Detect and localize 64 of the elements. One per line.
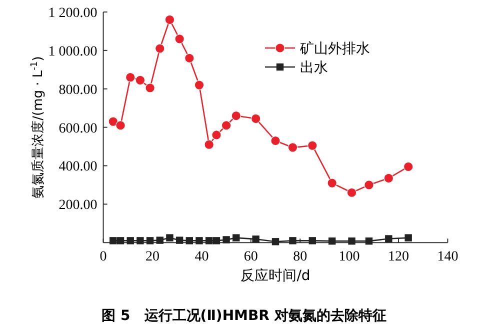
point <box>250 114 261 124</box>
point <box>196 237 203 244</box>
point <box>116 120 126 130</box>
point <box>403 162 414 172</box>
y-tick-label: 400.00 <box>58 160 98 175</box>
point <box>136 237 144 244</box>
point <box>231 110 242 121</box>
point <box>176 236 184 244</box>
point <box>205 237 213 244</box>
x-tick-label: 100 <box>338 250 360 265</box>
point <box>108 116 118 126</box>
point <box>308 140 318 150</box>
point <box>364 180 374 190</box>
point <box>272 238 280 246</box>
point <box>328 237 336 245</box>
point <box>156 236 164 244</box>
point <box>204 140 214 150</box>
point <box>222 236 230 244</box>
point <box>184 53 194 64</box>
x-tick-label: 0 <box>100 250 107 265</box>
point <box>166 234 174 242</box>
point <box>308 237 316 244</box>
x-tick-label: 140 <box>437 250 458 265</box>
point <box>385 235 392 242</box>
legend-label: 出水 <box>300 60 328 76</box>
point <box>327 178 337 188</box>
y-tick-label: 600.00 <box>58 121 98 136</box>
x-tick-label: 80 <box>293 250 308 265</box>
x-tick-label: 40 <box>194 250 209 265</box>
point <box>145 83 155 93</box>
y-tick-label: 800.00 <box>58 82 98 98</box>
point <box>232 234 240 242</box>
point <box>186 237 193 244</box>
legend-label: 矿山外排水 <box>299 41 370 57</box>
point <box>174 34 184 44</box>
point <box>384 173 394 184</box>
x-tick-label: 120 <box>388 250 409 265</box>
point <box>288 142 298 152</box>
point <box>212 130 222 140</box>
point <box>126 237 134 244</box>
point <box>164 14 175 25</box>
point <box>116 237 124 244</box>
point <box>154 44 165 54</box>
point <box>404 234 412 242</box>
point <box>346 188 357 198</box>
point <box>110 237 117 244</box>
point <box>270 136 280 146</box>
point <box>212 237 220 244</box>
text: 图 5 运行工况(Ⅱ)HMBR 对氨氮的去除特征 <box>102 308 386 324</box>
y-tick-label: 1 000.00 <box>48 44 98 60</box>
point <box>221 120 232 130</box>
y-tick-label: 1 200.00 <box>48 6 98 21</box>
y-tick-label: 200.00 <box>58 198 98 214</box>
x-axis-title: 反应时间/d <box>240 268 310 284</box>
point <box>348 237 356 245</box>
point <box>289 237 296 244</box>
point <box>252 236 260 243</box>
x-tick-label: 60 <box>244 250 258 265</box>
point <box>365 237 373 245</box>
point <box>135 75 146 86</box>
x-tick-label: 20 <box>146 250 160 265</box>
point <box>125 72 136 82</box>
point <box>194 80 204 90</box>
point <box>146 237 154 244</box>
